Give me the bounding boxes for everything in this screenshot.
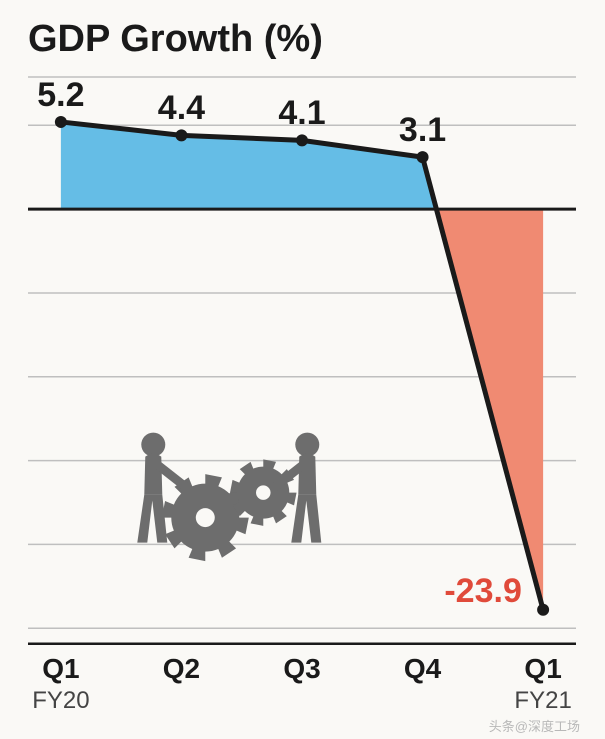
data-label: -23.9 (444, 572, 522, 611)
x-tick-label: Q1FY21 (514, 653, 571, 715)
chart-title: GDP Growth (%) (28, 18, 323, 61)
data-label: 4.4 (158, 89, 205, 128)
x-tick-label: Q2 (163, 653, 200, 685)
workers-gears-icon (137, 433, 321, 562)
x-tick-label: Q1FY20 (32, 653, 89, 715)
x-tick-label: Q3 (283, 653, 320, 685)
data-label: 5.2 (37, 76, 84, 115)
data-label: 3.1 (399, 111, 446, 150)
data-label: 4.1 (278, 94, 325, 133)
x-tick-label: Q4 (404, 653, 441, 685)
gdp-chart (28, 75, 576, 645)
watermark-text: 头条@深度工场 (489, 716, 580, 735)
